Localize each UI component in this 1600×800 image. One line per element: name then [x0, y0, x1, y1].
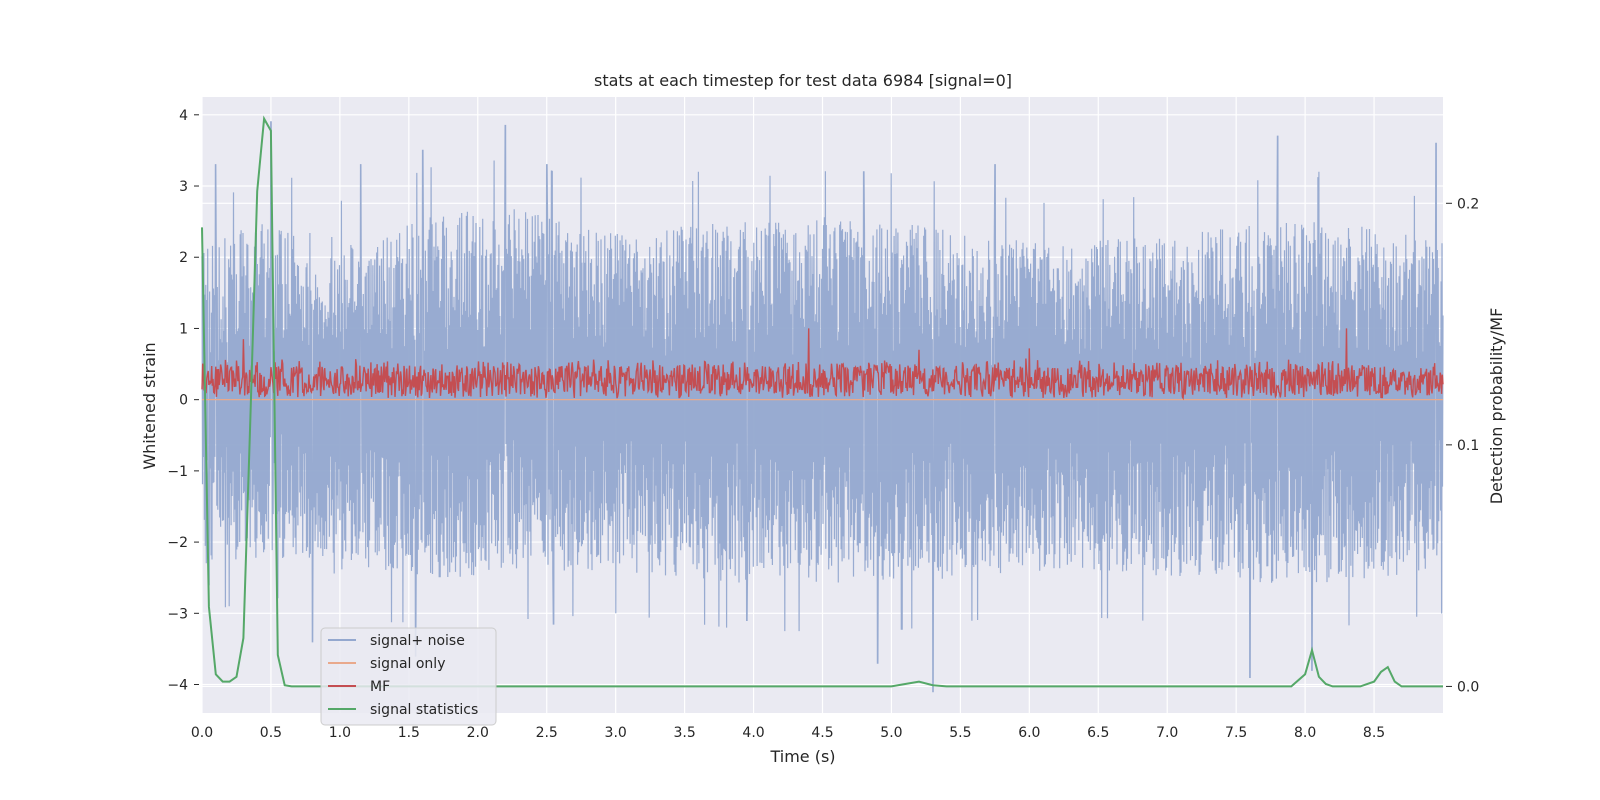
x-tick-label: 1.0	[329, 725, 351, 741]
y-tick-label: 2	[179, 250, 188, 266]
x-tick-label: 3.5	[673, 725, 695, 741]
legend-label-signal-only: signal only	[370, 656, 445, 672]
x-axis-ticks: 0.0 0.5 1.0 1.5 2.0 2.5 3.0 3.5 4.0 4.5 5.0 5.5 6.0 6…	[191, 725, 1385, 741]
y-tick-label: −1	[167, 464, 188, 480]
x-tick-label: 6.5	[1087, 725, 1109, 741]
x-tick-label: 7.0	[1156, 725, 1178, 741]
x-tick-label: 6.0	[1018, 725, 1040, 741]
y-tick-label: −3	[167, 606, 188, 622]
mf-line	[201, 328, 1444, 401]
x-tick-label: 2.0	[467, 725, 489, 741]
y-right-axis-label: Detection probability/MF	[1487, 308, 1506, 505]
x-tick-label: 8.5	[1363, 725, 1385, 741]
series-signal-statistics	[201, 115, 1443, 688]
y-tick-label: 0	[179, 393, 188, 409]
legend-label-signal-statistics: signal statistics	[370, 702, 478, 718]
x-tick-label: 4.0	[742, 725, 764, 741]
y-tick-label: 4	[179, 108, 188, 124]
x-axis-label: Time (s)	[769, 747, 835, 766]
x-tick-label: 8.0	[1294, 725, 1316, 741]
signal-noise-line	[201, 121, 1444, 693]
y-right-tick-label: 0.1	[1457, 438, 1479, 454]
y-tick-label: −4	[167, 678, 188, 694]
legend: signal+ noise signal only MF signal stat…	[320, 627, 497, 726]
legend-box	[320, 627, 497, 726]
x-tick-label: 5.5	[949, 725, 971, 741]
x-tick-label: 7.5	[1225, 725, 1247, 741]
series-signal-noise	[201, 121, 1444, 693]
y-tick-label: 1	[179, 321, 188, 337]
x-tick-label: 3.0	[605, 725, 627, 741]
y-tick-label: 3	[179, 179, 188, 195]
x-tick-label: 0.0	[191, 725, 213, 741]
y-right-axis-ticks: 0.2 0.1 0.0	[1446, 196, 1479, 695]
signal-statistics-line	[201, 115, 1443, 688]
x-tick-label: 5.0	[880, 725, 902, 741]
series-mf	[201, 328, 1444, 401]
y-right-tick-label: 0.2	[1457, 196, 1479, 212]
x-tick-label: 0.5	[260, 725, 282, 741]
y-tick-label: −2	[167, 535, 188, 551]
x-tick-label: 1.5	[398, 725, 420, 741]
y-right-tick-label: 0.0	[1457, 679, 1479, 695]
x-tick-label: 4.5	[811, 725, 833, 741]
legend-label-mf: MF	[370, 679, 390, 695]
chart-title: stats at each timestep for test data 698…	[594, 71, 1012, 90]
y-axis-label: Whitened strain	[140, 342, 159, 469]
x-tick-label: 2.5	[536, 725, 558, 741]
y-axis-ticks: 4 3 2 1 0 −1 −2 −3 −4	[167, 108, 199, 694]
legend-label-signal-noise: signal+ noise	[370, 633, 465, 649]
